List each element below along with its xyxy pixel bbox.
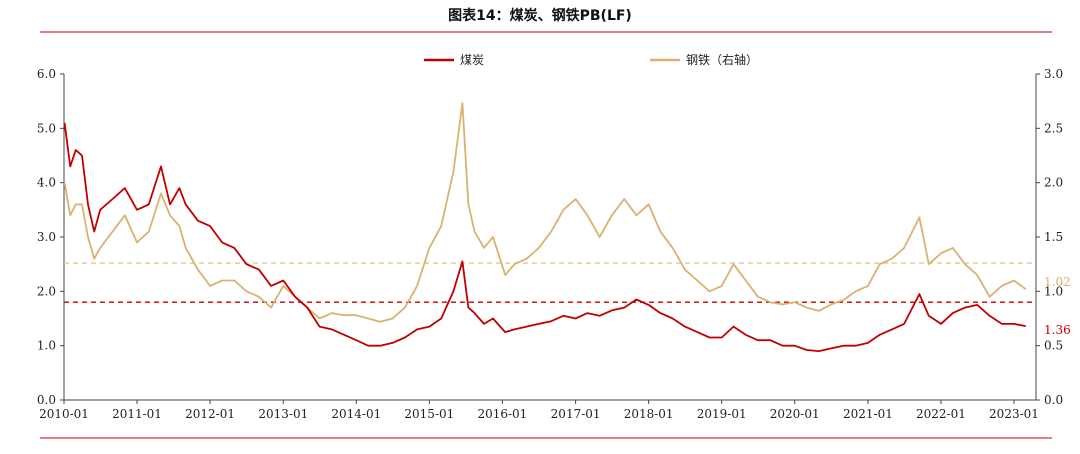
x-tick-label: 2013-01	[258, 407, 308, 421]
reference-lines	[64, 262, 1036, 303]
x-tick-label: 2019-01	[697, 407, 747, 421]
x-tick-label: 2023-01	[989, 407, 1039, 421]
right-tick-label: 2.5	[1044, 121, 1063, 135]
right-tick-label: 3.0	[1044, 67, 1063, 81]
axes: 0.0 1.0 2.0 3.0 4.0 5.0 6.0 0.0 0.5 1.0 1.5 2.0 2.5 3…	[37, 67, 1063, 421]
end-labels: 1.02 1.36	[1044, 275, 1071, 337]
x-tick-label: 2015-01	[404, 407, 454, 421]
x-tick-label: 2018-01	[624, 407, 674, 421]
x-tick-label: 2022-01	[916, 407, 966, 421]
x-tick-label: 2011-01	[112, 407, 162, 421]
left-tick-label: 6.0	[37, 67, 56, 81]
series-line-steel	[63, 102, 1027, 323]
chart-title: 图表14：煤炭、钢铁PB(LF)	[448, 7, 632, 24]
legend-label-coal: 煤炭	[460, 53, 484, 67]
end-label-steel: 1.02	[1044, 275, 1071, 289]
x-tick-label: 2021-01	[843, 407, 893, 421]
end-label-coal: 1.36	[1044, 323, 1071, 337]
right-tick-label: 1.0	[1044, 284, 1063, 298]
legend-label-steel: 钢铁（右轴）	[686, 52, 758, 67]
x-tick-label: 2020-01	[770, 407, 820, 421]
left-tick-label: 3.0	[37, 230, 56, 244]
legend: 煤炭 钢铁（右轴）	[424, 52, 758, 67]
left-tick-label: 0.0	[37, 393, 56, 407]
x-tick-label: 2010-01	[39, 407, 89, 421]
right-tick-label: 0.5	[1044, 339, 1063, 353]
x-tick-label: 2012-01	[185, 407, 235, 421]
left-tick-label: 4.0	[37, 176, 56, 190]
x-tick-label: 2016-01	[477, 407, 527, 421]
x-tick-label: 2017-01	[551, 407, 601, 421]
left-tick-label: 1.0	[37, 339, 56, 353]
left-tick-label: 5.0	[37, 121, 56, 135]
x-tick-label: 2014-01	[331, 407, 381, 421]
right-tick-label: 0.0	[1044, 393, 1063, 407]
series-lines	[63, 102, 1027, 352]
series-line-coal	[63, 122, 1026, 352]
right-tick-label: 2.0	[1044, 176, 1063, 190]
left-tick-label: 2.0	[37, 284, 56, 298]
right-tick-label: 1.5	[1044, 230, 1063, 244]
